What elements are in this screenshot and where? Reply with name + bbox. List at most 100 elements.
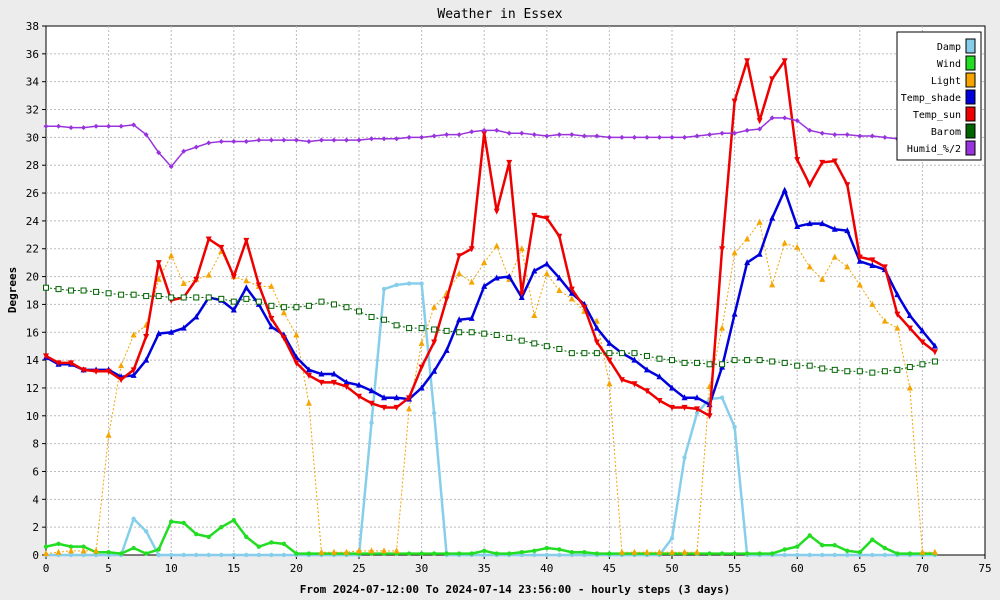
data-point (832, 543, 837, 548)
data-point (694, 359, 701, 366)
data-point (394, 136, 400, 142)
data-point (368, 400, 375, 407)
data-point (218, 244, 225, 251)
x-axis-label: From 2024-07-12:00 To 2024-07-14 23:56:0… (300, 583, 730, 596)
legend: Damp Wind Light Temp_shade Temp_sun Barom Humi… (896, 31, 982, 161)
data-point (306, 551, 312, 556)
data-point (643, 548, 650, 555)
data-point (781, 239, 788, 246)
data-point (543, 270, 550, 277)
y-tick-label: 18 (26, 298, 39, 311)
data-point (243, 295, 250, 302)
data-point (694, 394, 701, 401)
data-point (494, 127, 500, 133)
data-point (531, 312, 538, 319)
data-point (907, 551, 913, 556)
legend-label: Temp_shade (901, 93, 961, 104)
data-point (931, 342, 938, 349)
x-tick-label: 25 (352, 562, 365, 575)
data-point (707, 551, 712, 556)
data-point (218, 295, 225, 302)
data-point (869, 300, 876, 307)
data-point (131, 545, 136, 551)
data-point (806, 362, 813, 369)
data-point (744, 259, 751, 266)
data-point (819, 159, 826, 166)
data-point (569, 132, 575, 138)
y-tick-label: 16 (26, 326, 39, 339)
data-point (468, 246, 475, 253)
data-point (731, 310, 738, 317)
data-point (255, 282, 262, 289)
data-point (444, 551, 449, 556)
data-point (569, 550, 575, 555)
data-point (143, 529, 149, 534)
data-point (856, 281, 863, 288)
data-point (481, 130, 488, 137)
data-point (406, 325, 413, 332)
data-point (231, 139, 237, 145)
x-tick-label: 70 (916, 562, 929, 575)
data-point (807, 552, 812, 558)
data-point (406, 551, 412, 556)
data-point (444, 132, 450, 138)
data-point (43, 353, 49, 360)
y-axis-label: Degrees (6, 267, 19, 313)
data-point (219, 524, 224, 530)
y-tick-label: 10 (26, 410, 39, 423)
data-point (343, 378, 350, 385)
data-point (795, 552, 800, 558)
y-tick-label: 12 (26, 382, 39, 395)
data-point (55, 360, 62, 367)
data-point (194, 531, 199, 537)
data-point (155, 260, 162, 267)
data-point (507, 551, 512, 556)
data-point (381, 394, 388, 401)
data-point (694, 406, 701, 413)
data-point (819, 220, 826, 227)
data-point (419, 281, 424, 286)
y-tick-label: 34 (26, 76, 40, 89)
data-point (819, 275, 826, 282)
data-point (794, 118, 800, 124)
data-point (556, 233, 563, 240)
data-point (831, 253, 838, 260)
data-point (343, 548, 350, 555)
data-point (193, 313, 200, 320)
data-point (469, 551, 474, 556)
x-tick-label: 55 (728, 562, 741, 575)
data-point (456, 551, 462, 556)
series-layer (43, 58, 938, 558)
data-point (919, 548, 926, 555)
data-point (293, 137, 299, 143)
data-point (568, 286, 575, 293)
legend-swatch (965, 106, 976, 122)
data-point (206, 140, 212, 146)
data-point (857, 550, 862, 555)
data-point (68, 547, 75, 554)
data-point (381, 404, 388, 411)
data-point (568, 350, 575, 357)
data-point (244, 534, 249, 540)
data-point (356, 308, 362, 315)
y-tick-label: 30 (26, 131, 39, 144)
data-point (618, 350, 625, 357)
data-point (794, 222, 801, 229)
data-point (280, 309, 287, 316)
data-point (732, 130, 738, 136)
data-point (131, 122, 137, 128)
data-point (418, 384, 425, 391)
data-point (168, 294, 175, 301)
data-point (68, 544, 74, 549)
data-point (544, 545, 549, 551)
data-point (856, 254, 863, 261)
data-point (493, 242, 500, 249)
data-point (782, 547, 787, 552)
data-point (256, 137, 262, 143)
data-point (531, 132, 537, 138)
data-point (606, 357, 613, 364)
series-group (43, 218, 938, 557)
data-point (894, 291, 901, 298)
data-point (631, 381, 638, 388)
legend-label: Barom (931, 127, 961, 138)
